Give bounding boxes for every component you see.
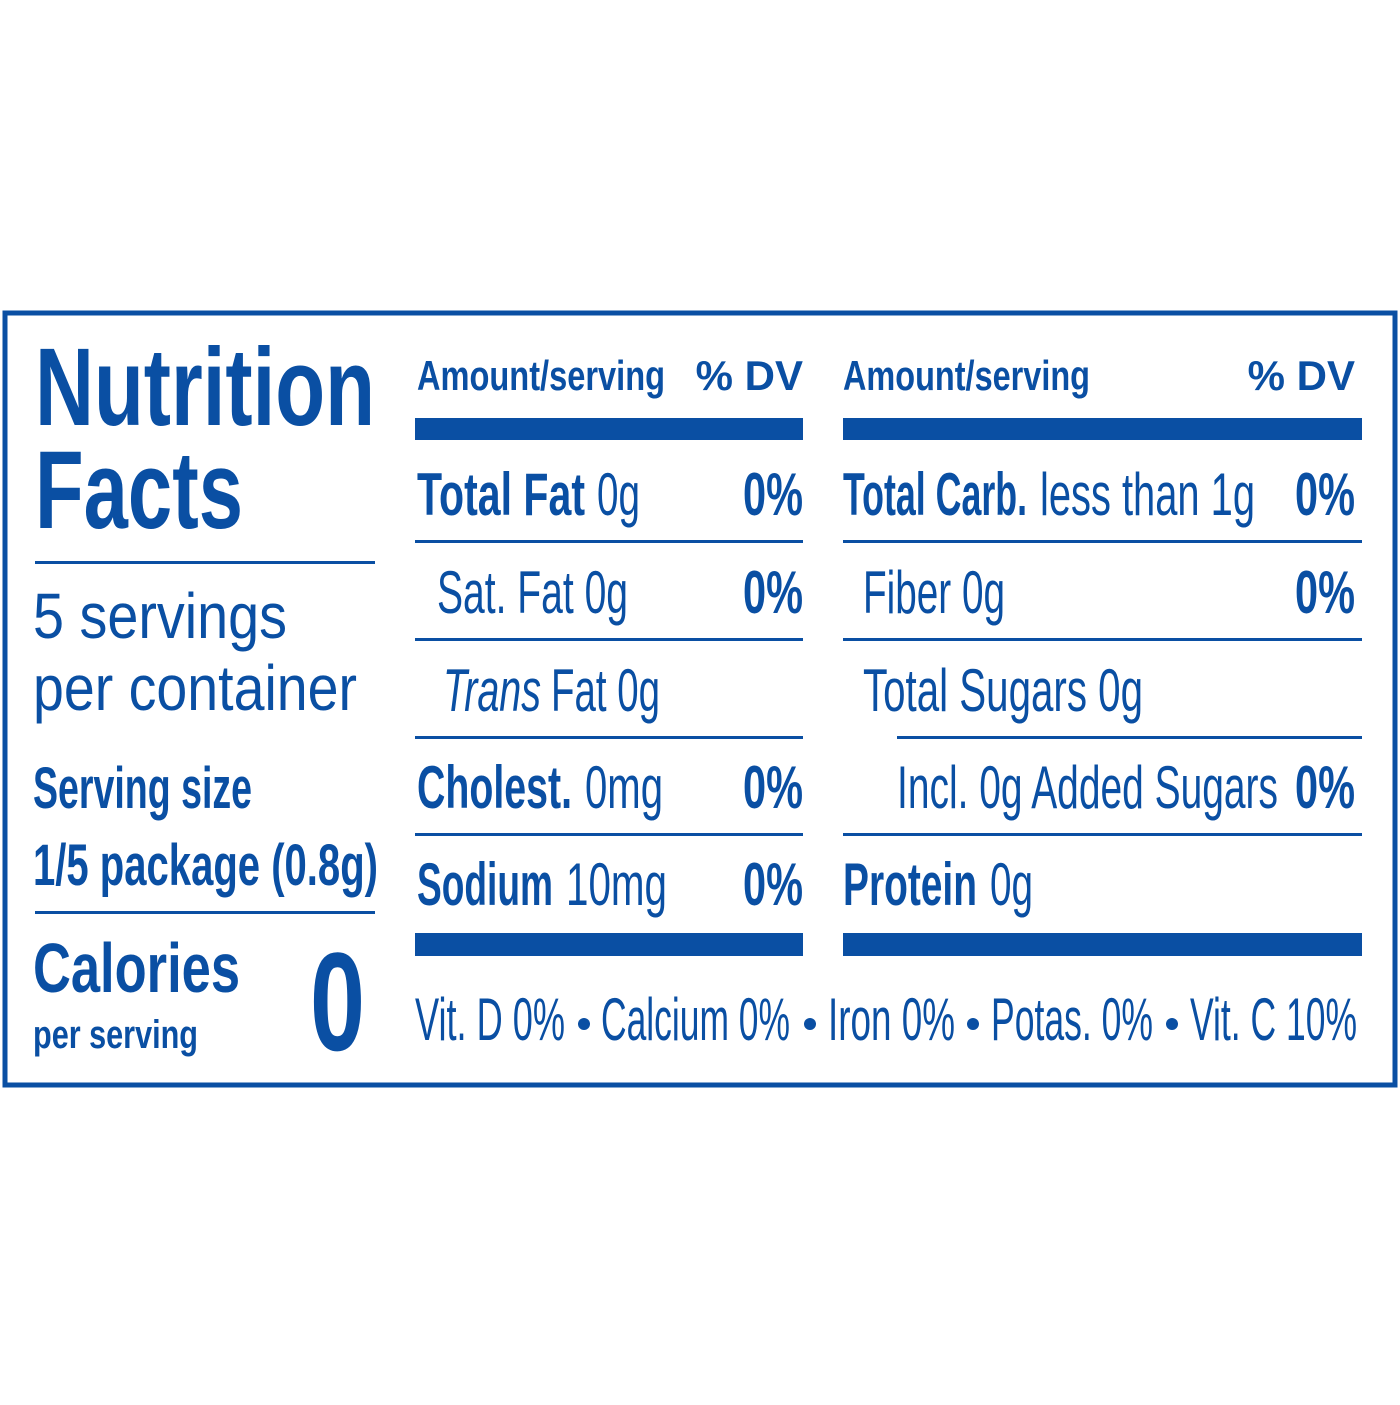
servings: 5 servings bbox=[33, 580, 287, 652]
row-divider bbox=[415, 638, 803, 641]
nutrient-amount: 0g bbox=[990, 851, 1033, 918]
nutrient-name: Total Sugars 0g bbox=[863, 657, 1143, 724]
divider bbox=[35, 911, 375, 914]
nutrient-name: Total Fat bbox=[417, 461, 585, 528]
row-divider bbox=[415, 540, 803, 543]
column-header: Amount/serving bbox=[843, 352, 1090, 399]
nutrient-name: Sodium bbox=[417, 851, 553, 918]
nutrient-dv: 0% bbox=[1295, 559, 1355, 626]
vitamin: Calcium 0% bbox=[601, 986, 790, 1053]
label-border bbox=[2, 310, 1398, 1088]
nutrient-amount: 0mg bbox=[585, 754, 663, 821]
column-header: Amount/serving bbox=[417, 352, 665, 399]
servings: per container bbox=[33, 652, 357, 724]
row-divider bbox=[843, 833, 1362, 836]
serving-size-label: Serving size bbox=[33, 756, 252, 821]
row-divider bbox=[843, 638, 1362, 641]
nutrient-name: Incl. 0g Added Sugars bbox=[897, 754, 1278, 821]
separator bbox=[804, 1018, 816, 1030]
column-header: % DV bbox=[696, 352, 803, 399]
column-header: % DV bbox=[1248, 352, 1355, 399]
row-divider bbox=[843, 540, 1362, 543]
vitamin: Potas. 0% bbox=[991, 986, 1153, 1053]
vitamin: Iron 0% bbox=[828, 986, 955, 1053]
row-divider bbox=[415, 833, 803, 836]
title: Facts bbox=[35, 429, 243, 552]
separator bbox=[1166, 1018, 1178, 1030]
thick-bar bbox=[415, 418, 803, 440]
thick-bar bbox=[843, 933, 1362, 956]
nutrient-amount: 0g bbox=[597, 461, 640, 528]
nutrient-amount: less than 1g bbox=[1040, 461, 1255, 528]
row-divider bbox=[897, 736, 1362, 739]
nutrient-dv: 0% bbox=[1295, 754, 1355, 821]
row-divider bbox=[415, 736, 803, 739]
calories-value: 0 bbox=[310, 923, 365, 1080]
nutrient-amount: 10mg bbox=[566, 851, 667, 918]
title: Nutrition bbox=[35, 326, 375, 449]
separator bbox=[967, 1018, 979, 1030]
nutrient-dv: 0% bbox=[743, 461, 803, 528]
nutrient-dv: 0% bbox=[743, 559, 803, 626]
nutrient-name-italic: Trans bbox=[443, 657, 541, 724]
serving-size-value: 1/5 package (0.8g) bbox=[33, 833, 378, 898]
thick-bar bbox=[843, 418, 1362, 440]
vitamin: Vit. C 10% bbox=[1190, 986, 1357, 1053]
nutrient-name: Fat 0g bbox=[551, 657, 660, 724]
nutrient-dv: 0% bbox=[743, 851, 803, 918]
divider bbox=[35, 561, 375, 564]
vitamin: Vit. D 0% bbox=[415, 986, 565, 1053]
nutrient-dv: 0% bbox=[743, 754, 803, 821]
separator bbox=[578, 1018, 590, 1030]
nutrient-name: Sat. Fat 0g bbox=[437, 559, 628, 626]
calories-label: Calories bbox=[33, 929, 240, 1007]
thick-bar bbox=[415, 933, 803, 956]
nutrient-name: Total Carb. bbox=[843, 461, 1027, 528]
calories-sublabel: per serving bbox=[33, 1013, 198, 1057]
nutrient-dv: 0% bbox=[1295, 461, 1355, 528]
nutrient-name: Cholest. bbox=[417, 754, 572, 821]
nutrient-name: Protein bbox=[843, 851, 977, 918]
nutrient-name: Fiber 0g bbox=[863, 559, 1005, 626]
